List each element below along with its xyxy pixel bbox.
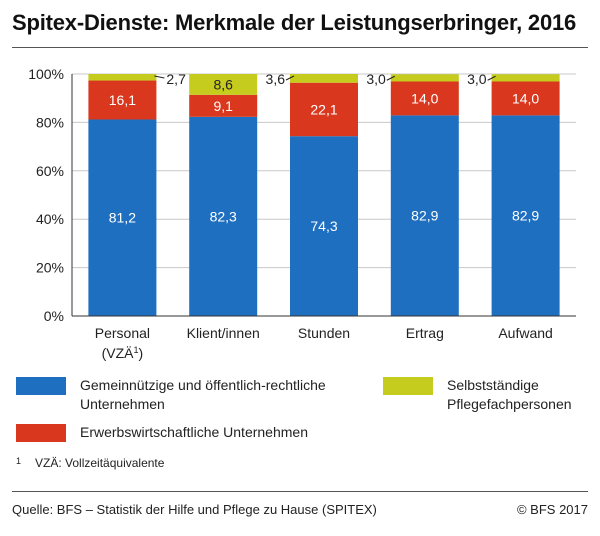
x-tick-label: Ertrag [406, 325, 444, 341]
data-label: 8,6 [213, 76, 233, 92]
data-label: 9,1 [213, 98, 233, 114]
bar-segment-1-4 [390, 115, 459, 317]
legend-item-erwerbswirtschaftliche: Erwerbswirtschaftliche Unternehmen [16, 423, 308, 442]
data-label: 3,0 [366, 71, 386, 87]
source-text: Quelle: BFS – Statistik der Hilfe und Pf… [12, 502, 377, 517]
title-divider [12, 47, 588, 48]
bar-segment-1-2 [189, 116, 258, 316]
bar-segment-3-5 [491, 74, 560, 82]
data-label: 82,9 [411, 208, 438, 224]
legend-label-line2: Unternehmen [80, 396, 165, 412]
data-label: 74,3 [310, 218, 337, 234]
data-label: 82,3 [210, 208, 237, 224]
legend-label-erwerbswirtschaftliche: Erwerbswirtschaftliche Unternehmen [80, 423, 308, 442]
data-label: 14,0 [512, 90, 539, 106]
bar-segment-1-3 [290, 136, 358, 316]
x-tick-label: Aufwand [498, 325, 552, 341]
legend-swatch-selbststaendige [383, 377, 433, 395]
legend-swatch-gemeinnuetzige [16, 377, 66, 395]
footnote: 1 VZÄ: Vollzeitäquivalente [16, 456, 164, 470]
bar-segment-1-5 [491, 115, 560, 317]
legend-label-line1: Erwerbswirtschaftliche Unternehmen [80, 424, 308, 440]
bar-segment-3-4 [390, 74, 459, 82]
copyright-text: © BFS 2017 [516, 502, 588, 517]
legend-item-selbststaendige: Selbstständige Pflegefachpersonen [383, 376, 572, 414]
label-leader [285, 75, 295, 81]
legend-label-line1: Selbstständige [447, 377, 539, 393]
source-divider [12, 491, 588, 492]
bar-segment-3-3 [290, 74, 358, 83]
label-leader [487, 75, 496, 81]
y-tick-label: 40% [36, 211, 64, 227]
label-leader [386, 75, 396, 81]
label-leader [154, 75, 165, 79]
bar-segment-2-2 [189, 94, 258, 117]
y-tick-label: 0% [44, 308, 64, 324]
data-label: 3,6 [266, 71, 286, 87]
bar-segment-2-5 [491, 81, 560, 116]
x-tick-label-line2: (VZÄ1) [102, 345, 144, 361]
legend-label-line1: Gemeinnützige und öffentlich-rechtliche [80, 377, 326, 393]
bar-segment-2-3 [290, 82, 358, 137]
x-tick-label: Stunden [298, 325, 350, 341]
bar-segment-3-1 [88, 74, 157, 81]
x-tick-label: Personal [95, 325, 150, 341]
stacked-bar-chart: 0% 20% 40% 60% 80% 100% 81,2 16,1 2,7 Personal (VZ… [28, 66, 576, 361]
data-label: 3,0 [467, 71, 487, 87]
y-tick-label: 20% [36, 260, 64, 276]
legend-label-gemeinnuetzige: Gemeinnützige und öffentlich-rechtliche … [80, 376, 326, 414]
footnote-mark: 1 [16, 456, 22, 466]
bar-segment-1-1 [88, 119, 157, 316]
data-label: 2,7 [166, 71, 186, 87]
data-label: 16,1 [109, 92, 136, 108]
data-label: 82,9 [512, 208, 539, 224]
bar-segment-3-2 [189, 74, 258, 95]
legend-label-selbststaendige: Selbstständige Pflegefachpersonen [447, 376, 572, 414]
legend-swatch-erwerbswirtschaftliche [16, 424, 66, 442]
legend-label-line2: Pflegefachpersonen [447, 396, 572, 412]
footnote-text: VZÄ: Vollzeitäquivalente [35, 456, 165, 470]
data-label: 22,1 [310, 101, 337, 117]
x-tick-label: Klient/innen [187, 325, 260, 341]
bar-segment-2-1 [88, 80, 157, 120]
data-label: 14,0 [411, 90, 438, 106]
y-tick-label: 80% [36, 114, 64, 130]
chart-title: Spitex-Dienste: Merkmale der Leistungser… [12, 10, 577, 35]
bar-segment-2-4 [390, 81, 459, 116]
y-tick-label: 60% [36, 163, 64, 179]
data-label: 81,2 [109, 210, 136, 226]
legend-item-gemeinnuetzige: Gemeinnützige und öffentlich-rechtliche … [16, 376, 326, 414]
y-tick-label: 100% [28, 66, 64, 82]
